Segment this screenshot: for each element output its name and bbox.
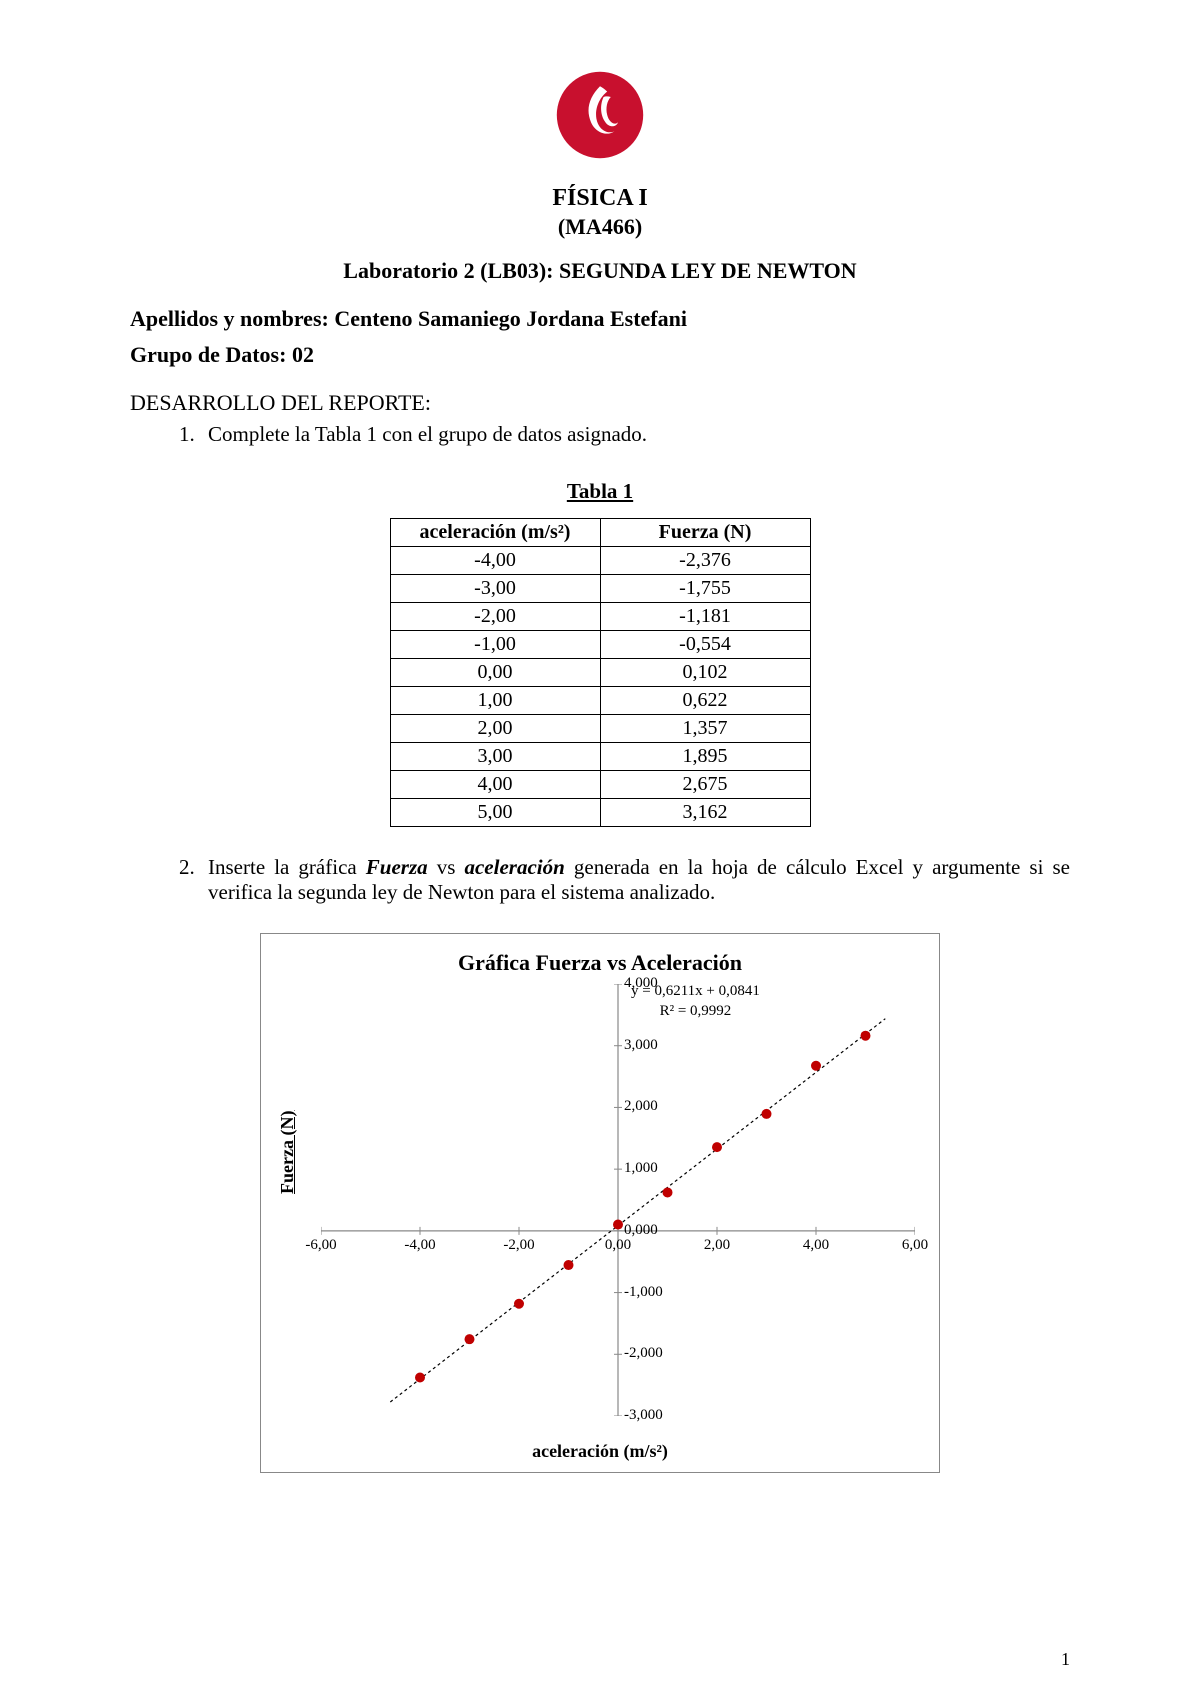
chart-xtick: 0,00 [593,1237,643,1254]
chart-xlabel: aceleración (m/s²) [261,1441,939,1462]
table-cell: 2,675 [600,771,810,799]
table-header-force: Fuerza (N) [600,519,810,547]
chart-svg [321,984,915,1416]
instruction-list-2: Inserte la gráfica Fuerza vs aceleración… [200,855,1070,905]
instruction-item-1: Complete la Tabla 1 con el grupo de dato… [200,422,1070,447]
table-cell: 3,162 [600,799,810,827]
chart-title: Gráfica Fuerza vs Aceleración [261,950,939,976]
table-row: -2,00-1,181 [390,603,810,631]
chart-xtick: 6,00 [890,1237,940,1254]
chart-ytick: 3,000 [624,1037,658,1054]
table-caption: Tabla 1 [130,479,1070,504]
course-code: (MA466) [130,214,1070,240]
table-cell: 4,00 [390,771,600,799]
table-cell: 1,00 [390,687,600,715]
table-cell: -1,181 [600,603,810,631]
table-cell: -2,376 [600,547,810,575]
chart-plot-area [321,984,915,1416]
instruction-2-pre: Inserte la gráfica [208,855,366,879]
course-title: FÍSICA I [130,185,1070,212]
table-row: -4,00-2,376 [390,547,810,575]
page-number: 1 [1061,1649,1070,1670]
table-cell: 0,622 [600,687,810,715]
chart-ylabel: Fuerza (N) [277,1111,298,1194]
chart-container: Gráfica Fuerza vs Aceleración y = 0,6211… [260,933,940,1473]
table-row: 1,000,622 [390,687,810,715]
table-cell: 1,357 [600,715,810,743]
instruction-2-vs: vs [428,855,465,879]
instruction-1-text: Complete la Tabla 1 con el grupo de dato… [208,422,647,446]
table-row: 4,002,675 [390,771,810,799]
instruction-list: Complete la Tabla 1 con el grupo de dato… [200,422,1070,447]
table-row: 5,003,162 [390,799,810,827]
table-cell: 0,102 [600,659,810,687]
table-cell: 1,895 [600,743,810,771]
upc-logo-icon [555,70,645,160]
table-cell: 5,00 [390,799,600,827]
table-row: -1,00-0,554 [390,631,810,659]
table-row: 3,001,895 [390,743,810,771]
table-cell: -3,00 [390,575,600,603]
chart-xtick: -6,00 [296,1237,346,1254]
chart-xtick: -2,00 [494,1237,544,1254]
chart-xtick: 2,00 [692,1237,742,1254]
table-row: -3,00-1,755 [390,575,810,603]
table-cell: 3,00 [390,743,600,771]
instruction-2-em1: Fuerza [366,855,428,879]
chart-ytick: -2,000 [624,1345,663,1362]
chart-ytick: -3,000 [624,1407,663,1424]
chart-ytick: 2,000 [624,1098,658,1115]
chart-xtick: 4,00 [791,1237,841,1254]
table-cell: -1,755 [600,575,810,603]
table-row: 2,001,357 [390,715,810,743]
lab-title: Laboratorio 2 (LB03): SEGUNDA LEY DE NEW… [130,258,1070,284]
table-body: -4,00-2,376-3,00-1,755-2,00-1,181-1,00-0… [390,547,810,827]
section-heading: DESARROLLO DEL REPORTE: [130,390,1070,416]
table-cell: -1,00 [390,631,600,659]
instruction-item-2: Inserte la gráfica Fuerza vs aceleración… [200,855,1070,905]
logo-container [130,70,1070,165]
instruction-2-em2: aceleración [464,855,564,879]
table-row: 0,000,102 [390,659,810,687]
chart-xtick: -4,00 [395,1237,445,1254]
group-line: Grupo de Datos: 02 [130,342,1070,368]
student-name-line: Apellidos y nombres: Centeno Samaniego J… [130,306,1070,332]
chart-ytick: 1,000 [624,1160,658,1177]
chart-ytick: -1,000 [624,1284,663,1301]
table-cell: 2,00 [390,715,600,743]
table-cell: -2,00 [390,603,600,631]
table-cell: 0,00 [390,659,600,687]
table-cell: -0,554 [600,631,810,659]
table-cell: -4,00 [390,547,600,575]
data-table: aceleración (m/s²) Fuerza (N) -4,00-2,37… [390,518,811,827]
chart-ytick: 4,000 [624,975,658,992]
table-header-accel: aceleración (m/s²) [390,519,600,547]
